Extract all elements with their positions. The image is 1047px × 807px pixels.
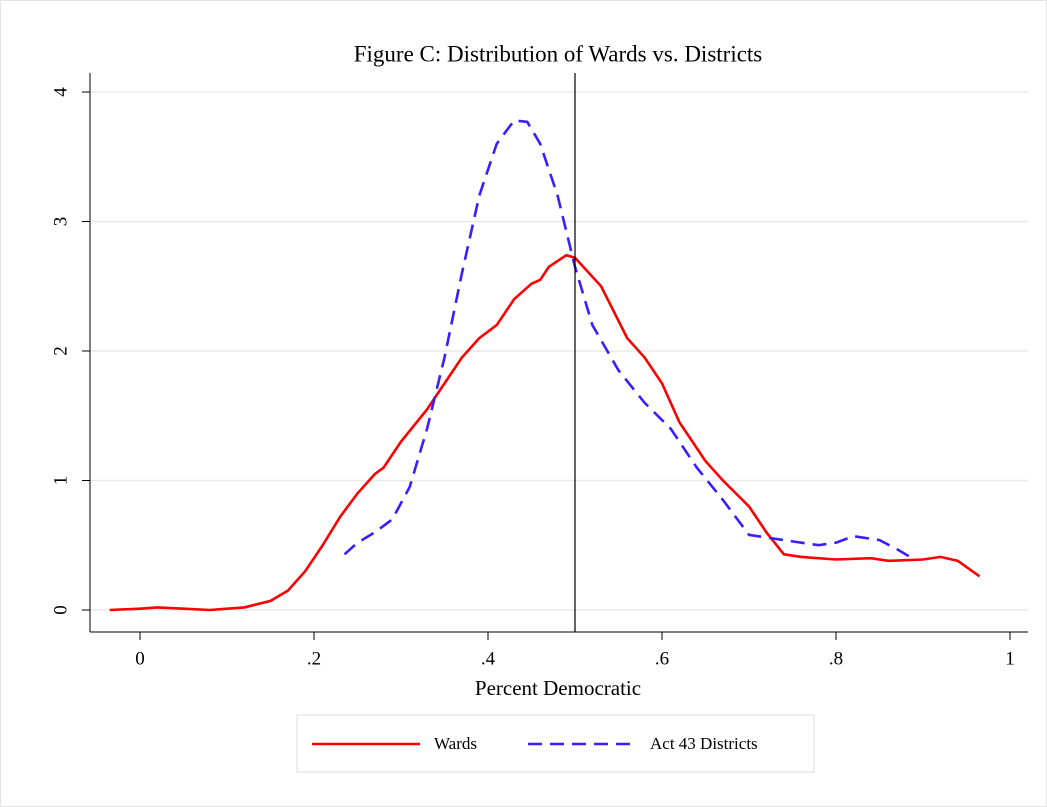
x-tick-label: .8 — [829, 648, 843, 669]
x-axis-label: Percent Democratic — [475, 676, 641, 700]
x-tick-label: 1 — [1005, 648, 1015, 669]
y-tick-label: 4 — [50, 87, 71, 97]
legend-label: Wards — [434, 734, 477, 753]
x-tick-label: .2 — [307, 648, 321, 669]
x-tick-label: .4 — [481, 648, 496, 669]
y-tick-label: 1 — [50, 476, 71, 486]
chart-title: Figure C: Distribution of Wards vs. Dist… — [354, 41, 763, 66]
y-tick-label: 0 — [50, 605, 71, 615]
series-line — [343, 119, 915, 561]
y-tick-label: 3 — [50, 217, 71, 227]
legend-label: Act 43 Districts — [650, 734, 758, 753]
x-tick-label: 0 — [135, 648, 145, 669]
y-tick-label: 2 — [50, 346, 71, 356]
x-tick-label: .6 — [655, 648, 669, 669]
series-line — [109, 253, 981, 612]
